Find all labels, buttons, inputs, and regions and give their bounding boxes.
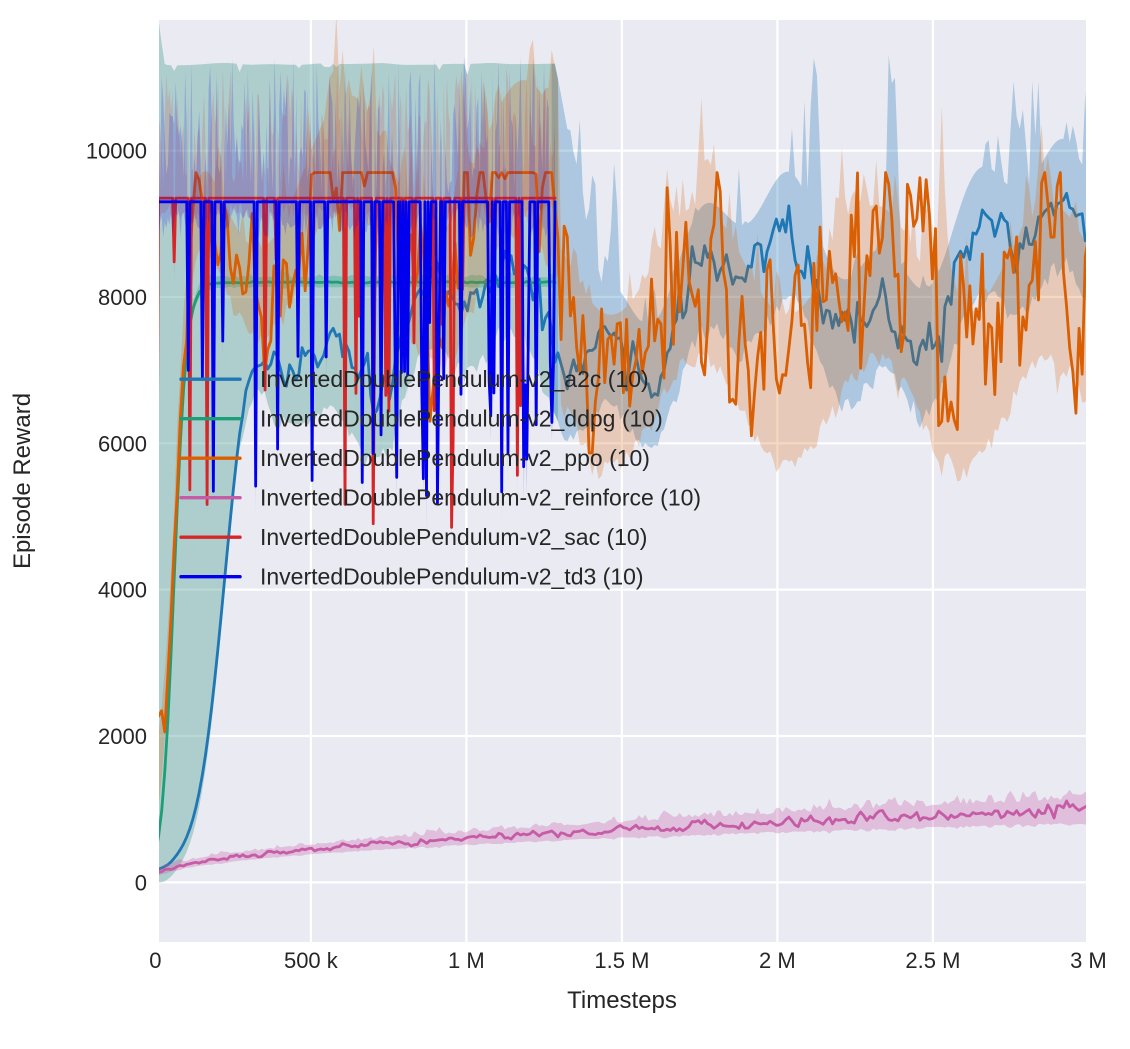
- svg-text:8000: 8000: [98, 285, 147, 310]
- svg-text:1 M: 1 M: [448, 948, 485, 973]
- svg-text:InvertedDoublePendulum-v2_ddpg: InvertedDoublePendulum-v2_ddpg (10): [260, 406, 663, 432]
- svg-text:InvertedDoublePendulum-v2_sac: InvertedDoublePendulum-v2_sac (10): [260, 524, 647, 550]
- svg-text:Timesteps: Timesteps: [567, 987, 677, 1014]
- svg-text:4000: 4000: [98, 578, 147, 603]
- svg-text:2000: 2000: [98, 724, 147, 749]
- svg-text:0: 0: [135, 870, 147, 895]
- svg-text:InvertedDoublePendulum-v2_rein: InvertedDoublePendulum-v2_reinforce (10): [260, 485, 701, 511]
- svg-text:InvertedDoublePendulum-v2_ppo: InvertedDoublePendulum-v2_ppo (10): [260, 445, 650, 471]
- svg-text:2 M: 2 M: [759, 948, 796, 973]
- svg-text:1.5 M: 1.5 M: [594, 948, 649, 973]
- svg-text:InvertedDoublePendulum-v2_a2c: InvertedDoublePendulum-v2_a2c (10): [260, 366, 649, 392]
- svg-text:6000: 6000: [98, 431, 147, 456]
- svg-text:0: 0: [149, 948, 161, 973]
- svg-text:500 k: 500 k: [284, 948, 339, 973]
- svg-text:2.5 M: 2.5 M: [905, 948, 960, 973]
- svg-text:Episode Reward: Episode Reward: [9, 393, 36, 569]
- svg-text:10000: 10000: [86, 139, 147, 164]
- svg-text:3 M: 3 M: [1070, 948, 1107, 973]
- svg-text:InvertedDoublePendulum-v2_td3: InvertedDoublePendulum-v2_td3 (10): [260, 564, 644, 590]
